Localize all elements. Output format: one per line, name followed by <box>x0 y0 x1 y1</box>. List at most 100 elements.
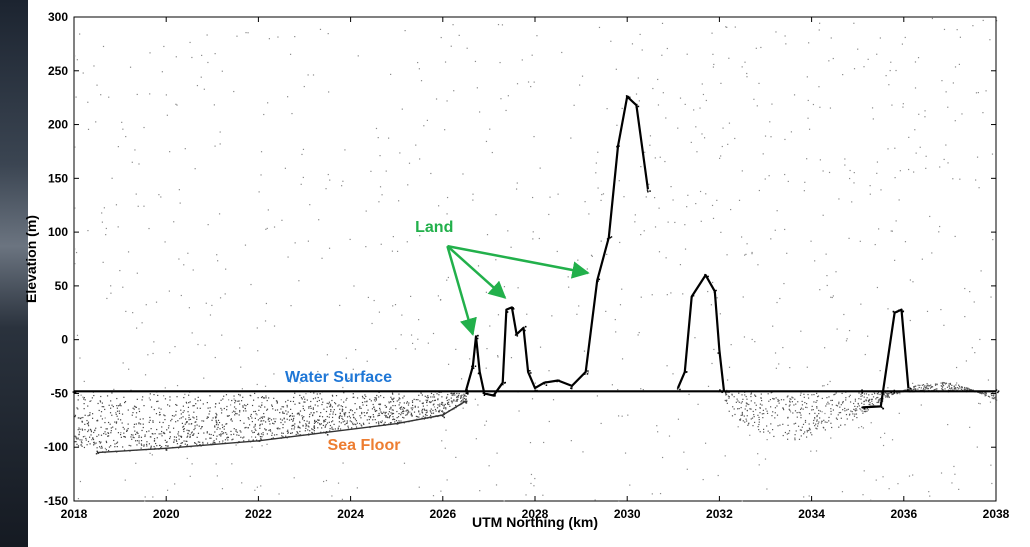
subsurface-point <box>439 409 441 411</box>
subsurface-point <box>267 417 270 419</box>
subsurface-point <box>107 421 110 424</box>
noise-point <box>497 23 500 26</box>
subsurface-point <box>87 429 90 431</box>
x-tick-label: 2030 <box>614 507 641 521</box>
noise-point <box>433 406 436 408</box>
noise-point <box>374 400 376 402</box>
subsurface-point <box>762 409 764 411</box>
subsurface-point <box>430 392 433 395</box>
subsurface-point <box>403 417 405 419</box>
subsurface-point <box>359 422 361 425</box>
subsurface-point <box>98 441 101 443</box>
subsurface-point <box>758 423 760 426</box>
noise-point <box>266 443 268 445</box>
noise-point <box>702 93 705 96</box>
subsurface-point <box>841 392 843 395</box>
subsurface-point <box>234 402 236 404</box>
subsurface-point <box>414 405 416 407</box>
noise-point <box>302 176 304 179</box>
subsurface-point <box>881 392 883 394</box>
subsurface-point <box>943 382 945 384</box>
noise-point <box>766 488 768 490</box>
subsurface-point <box>793 423 795 425</box>
subsurface-point <box>738 407 740 410</box>
subsurface-point <box>313 392 315 394</box>
subsurface-point <box>251 404 254 407</box>
noise-point <box>472 199 474 201</box>
noise-point <box>407 184 409 186</box>
subsurface-point <box>448 403 450 406</box>
noise-point <box>982 112 984 114</box>
subsurface-point <box>981 392 983 394</box>
subsurface-point <box>341 410 343 412</box>
subsurface-point <box>217 426 219 429</box>
subsurface-point <box>136 398 138 400</box>
noise-point <box>275 418 277 420</box>
subsurface-point <box>449 405 451 407</box>
subsurface-point <box>247 427 249 429</box>
noise-point <box>618 500 620 502</box>
subsurface-point <box>737 400 739 402</box>
subsurface-point <box>436 407 439 409</box>
subsurface-point <box>858 392 860 394</box>
noise-point <box>191 332 193 334</box>
subsurface-point <box>803 393 805 395</box>
subsurface-point <box>157 400 159 402</box>
subsurface-point <box>326 415 328 418</box>
subsurface-point <box>266 408 269 410</box>
subsurface-point <box>368 418 370 421</box>
noise-point <box>728 57 730 59</box>
noise-point <box>375 127 378 130</box>
subsurface-point <box>372 419 374 421</box>
subsurface-point <box>352 422 354 424</box>
subsurface-point <box>374 418 376 421</box>
subsurface-point <box>433 394 435 396</box>
subsurface-point <box>745 395 747 398</box>
subsurface-point <box>257 433 259 436</box>
noise-point <box>186 457 188 460</box>
subsurface-point <box>923 386 925 388</box>
noise-point <box>746 72 748 75</box>
noise-point <box>717 474 719 477</box>
noise-point <box>584 201 586 203</box>
subsurface-point <box>464 394 466 396</box>
subsurface-point <box>798 438 801 440</box>
subsurface-point <box>788 400 791 402</box>
subsurface-point <box>731 393 733 395</box>
subsurface-point <box>186 429 188 431</box>
subsurface-point <box>158 444 161 447</box>
subsurface-point <box>275 400 278 402</box>
subsurface-point <box>924 385 926 387</box>
subsurface-point <box>837 414 839 416</box>
data-point <box>477 372 480 375</box>
subsurface-point <box>407 412 409 414</box>
subsurface-point <box>392 412 395 415</box>
noise-point <box>224 293 226 295</box>
subsurface-point <box>223 425 225 428</box>
subsurface-point <box>299 410 302 412</box>
noise-point <box>931 252 933 254</box>
subsurface-point <box>75 440 77 443</box>
subsurface-point <box>77 438 79 440</box>
subsurface-point <box>459 397 462 399</box>
subsurface-point <box>412 404 414 407</box>
subsurface-point <box>199 399 202 401</box>
subsurface-point <box>388 402 390 404</box>
subsurface-point <box>387 413 390 415</box>
noise-point <box>325 479 328 482</box>
subsurface-point <box>179 445 181 447</box>
data-point <box>606 238 609 240</box>
subsurface-point <box>107 432 110 434</box>
noise-point <box>77 498 80 500</box>
subsurface-point <box>816 420 818 422</box>
subsurface-point <box>992 397 995 399</box>
subsurface-point <box>432 412 435 414</box>
subsurface-point <box>255 413 257 415</box>
data-point <box>512 307 514 309</box>
noise-point <box>161 71 163 73</box>
data-point <box>649 190 651 192</box>
noise-point <box>803 496 805 498</box>
subsurface-point <box>376 394 378 397</box>
subsurface-point <box>203 420 205 422</box>
noise-point <box>90 400 92 402</box>
